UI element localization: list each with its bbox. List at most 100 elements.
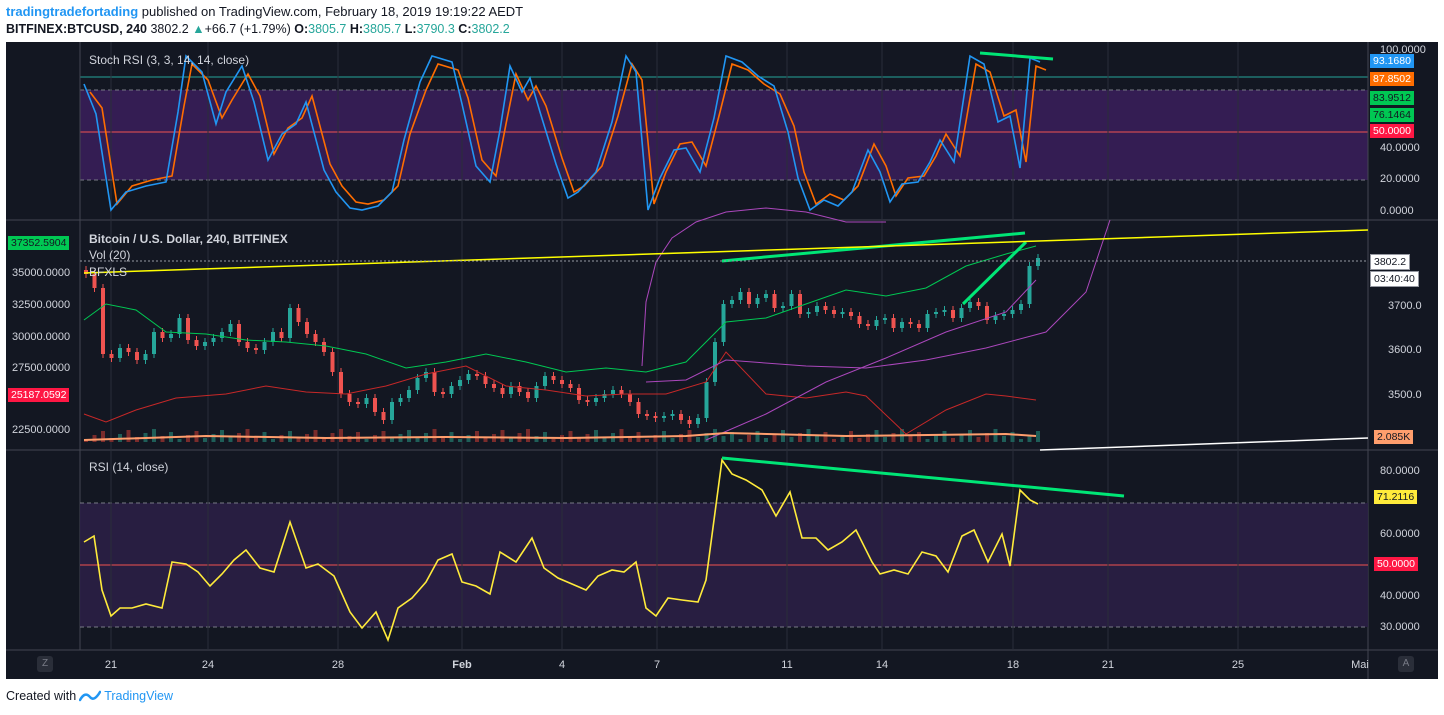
volume-bar <box>747 435 751 442</box>
rsi-axis-40: 40.0000 <box>1380 590 1420 602</box>
volume-bar <box>772 434 777 442</box>
publish-header: tradingtradefortading published on Tradi… <box>6 4 523 19</box>
volume-bar <box>313 430 318 442</box>
candle-body <box>806 312 811 314</box>
candle-body <box>985 306 989 320</box>
stoch-d-path <box>89 62 1047 206</box>
candle-body <box>305 322 309 334</box>
candle-body <box>764 294 768 298</box>
date-label: 25 <box>1231 659 1245 671</box>
rsi-title[interactable]: RSI (14, close) <box>89 460 169 474</box>
high-value: 3805.7 <box>363 22 402 36</box>
candle-body <box>687 420 692 424</box>
volume-indicator-label[interactable]: Vol (20) <box>89 248 131 262</box>
chart-canvas[interactable] <box>6 42 1438 679</box>
candle-body <box>908 322 913 324</box>
volume-bar <box>823 432 828 442</box>
candle-body <box>84 270 88 274</box>
candle-body <box>126 348 131 352</box>
candle-body <box>330 352 335 372</box>
chart-area[interactable]: Stoch RSI (3, 3, 14, 14, close) Bitcoin … <box>6 42 1438 679</box>
volume-bar <box>815 436 819 442</box>
candle-body <box>840 312 845 314</box>
candle-body <box>713 342 717 382</box>
price-pane-title[interactable]: Bitcoin / U.S. Dollar, 240, BITFINEX <box>89 232 288 246</box>
open-label: O: <box>294 22 309 36</box>
volume-bar <box>432 429 437 442</box>
volume-bar <box>908 436 913 442</box>
candle-body <box>594 398 598 402</box>
right-axis-3700: 3700.0 <box>1388 300 1422 312</box>
left-axis-32500: 32500.0000 <box>12 299 71 311</box>
bfxls-indicator-label[interactable]: BFXLS <box>89 265 128 279</box>
volume-bar <box>551 439 556 442</box>
overlays-path <box>645 219 1111 383</box>
volume-bar <box>730 432 734 442</box>
rsi-axis-30: 30.0000 <box>1380 621 1420 633</box>
volume-bar <box>254 436 258 442</box>
candle-body <box>653 416 658 418</box>
stoch-rsi-title[interactable]: Stoch RSI (3, 3, 14, 14, close) <box>89 53 250 67</box>
volume-bar <box>755 431 760 442</box>
volume-bar <box>135 437 139 442</box>
date-label: 21 <box>1101 659 1115 671</box>
candle-body <box>772 294 777 308</box>
volume-bar <box>628 436 632 442</box>
candle-body <box>645 414 649 416</box>
candle-body <box>279 332 284 338</box>
volume-bar <box>934 435 938 442</box>
candle-body <box>577 388 581 400</box>
volume-bar <box>976 437 981 442</box>
volume-bar <box>152 429 156 442</box>
price-trendline-steep[interactable] <box>961 240 1028 306</box>
stoch-divergence-trendline[interactable] <box>979 51 1054 61</box>
candle-body <box>568 384 573 388</box>
volume-bar <box>645 439 649 442</box>
candle-body <box>211 338 216 342</box>
volume-bar <box>381 431 386 442</box>
overlays-path <box>705 279 1037 441</box>
auto-scale-a-button[interactable]: A <box>1398 656 1414 672</box>
volume-bar <box>1010 432 1015 442</box>
zoom-z-button[interactable]: Z <box>37 656 53 672</box>
volume-bar <box>679 434 683 442</box>
date-label: 11 <box>781 659 793 671</box>
volume-bar <box>594 430 598 442</box>
rsi-divergence-trendline[interactable] <box>721 456 1125 498</box>
yellow-resistance-line[interactable] <box>83 229 1369 274</box>
candle-body <box>194 340 199 346</box>
candle-body <box>415 378 420 390</box>
published-text: published on TradingView.com, February 1… <box>138 4 524 19</box>
author-link[interactable]: tradingtradefortading <box>6 4 139 19</box>
candle-body <box>883 318 887 320</box>
candle-body <box>925 314 930 328</box>
volume-bar <box>925 439 930 442</box>
stoch-axis-100: 100.0000 <box>1380 44 1426 56</box>
volume-bar <box>866 434 870 442</box>
volume-bar <box>781 430 785 442</box>
candle-body <box>322 342 326 352</box>
rsi-axis-60: 60.0000 <box>1380 528 1420 540</box>
stoch-d-badge: 87.8502 <box>1370 72 1414 86</box>
candle-body <box>534 386 539 398</box>
date-label: 24 <box>201 659 215 671</box>
candle-body <box>500 388 505 394</box>
candle-body <box>679 414 683 420</box>
candle-body <box>475 374 479 376</box>
volume-bar <box>160 436 165 442</box>
candle-body <box>815 306 819 312</box>
tradingview-link[interactable]: TradingView <box>104 689 173 703</box>
white-trendline[interactable] <box>1039 437 1369 451</box>
volume-bar <box>534 436 539 442</box>
symbol-label: BITFINEX:BTCUSD, 240 <box>6 22 147 36</box>
stoch-axis-20: 20.0000 <box>1380 173 1420 185</box>
candle-body <box>449 386 454 394</box>
close-label: C: <box>458 22 472 36</box>
candle-body <box>917 324 921 328</box>
candle-body <box>517 386 522 392</box>
date-label: Feb <box>452 659 472 671</box>
candle-body <box>628 394 632 402</box>
stoch-axis-40: 40.0000 <box>1380 142 1420 154</box>
candle-body <box>662 416 666 418</box>
volume-bar <box>177 439 182 442</box>
